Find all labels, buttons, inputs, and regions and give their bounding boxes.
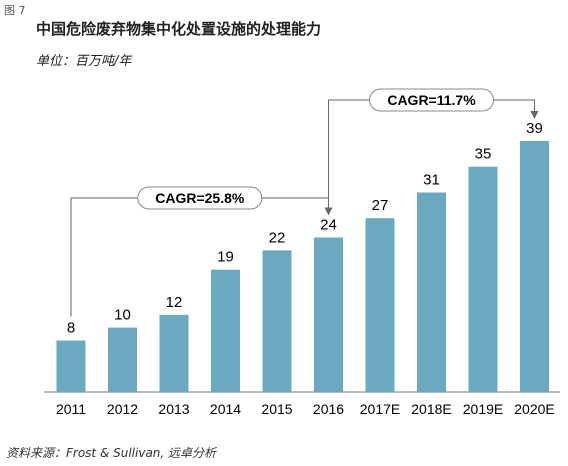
bar-2014	[211, 269, 240, 392]
tick-label-2013: 2013	[158, 401, 189, 417]
bar-2013	[159, 314, 189, 392]
value-label-2017E: 27	[372, 197, 389, 214]
value-label-2011: 8	[67, 320, 75, 337]
tick-label-2012: 2012	[107, 401, 138, 417]
value-label-2015: 22	[269, 229, 286, 246]
bar-2020E	[520, 141, 549, 392]
cagr-annotations: CAGR=25.8% CAGR=11.7%	[70, 88, 539, 317]
bar-2015	[262, 250, 292, 392]
tick-label-2018E: 2018E	[411, 401, 451, 417]
bar-2016	[314, 237, 343, 392]
unit-label: 单位：百万吨/年	[36, 54, 132, 69]
value-label-2020E: 39	[526, 120, 543, 137]
bars-group: 8 2011 10 2012 12 2013 19 2014 22 2015 24 2016 27 201…	[56, 120, 555, 417]
bar-2018E	[417, 192, 446, 392]
bar-2011	[56, 340, 86, 392]
value-label-2012: 10	[114, 307, 131, 324]
tick-label-2016: 2016	[313, 401, 344, 417]
cagr-label-1: CAGR=25.8%	[155, 190, 245, 206]
bar-2017E	[365, 218, 395, 392]
tick-label-2019E: 2019E	[463, 401, 503, 417]
tick-label-2014: 2014	[210, 401, 241, 417]
value-label-2016: 24	[320, 217, 337, 234]
bar-2012	[108, 327, 137, 392]
value-label-2013: 12	[166, 294, 183, 311]
tick-label-2020E: 2020E	[514, 401, 554, 417]
figure-label: 图 7	[4, 4, 26, 17]
value-label-2019E: 35	[475, 146, 492, 163]
value-label-2014: 19	[217, 249, 234, 266]
source-note: 资料来源：Frost & Sullivan, 远卓分析	[6, 446, 217, 460]
tick-label-2015: 2015	[261, 401, 292, 417]
tick-label-2017E: 2017E	[360, 401, 400, 417]
bar-2019E	[468, 166, 498, 392]
value-label-2018E: 31	[423, 172, 440, 189]
tick-label-2011: 2011	[56, 401, 86, 417]
cagr-pill-1	[137, 186, 263, 210]
cagr-pill-2	[369, 88, 494, 112]
cagr-label-2: CAGR=11.7%	[387, 92, 476, 108]
chart-title: 中国危险废弃物集中化处置设施的处理能力	[36, 20, 322, 38]
